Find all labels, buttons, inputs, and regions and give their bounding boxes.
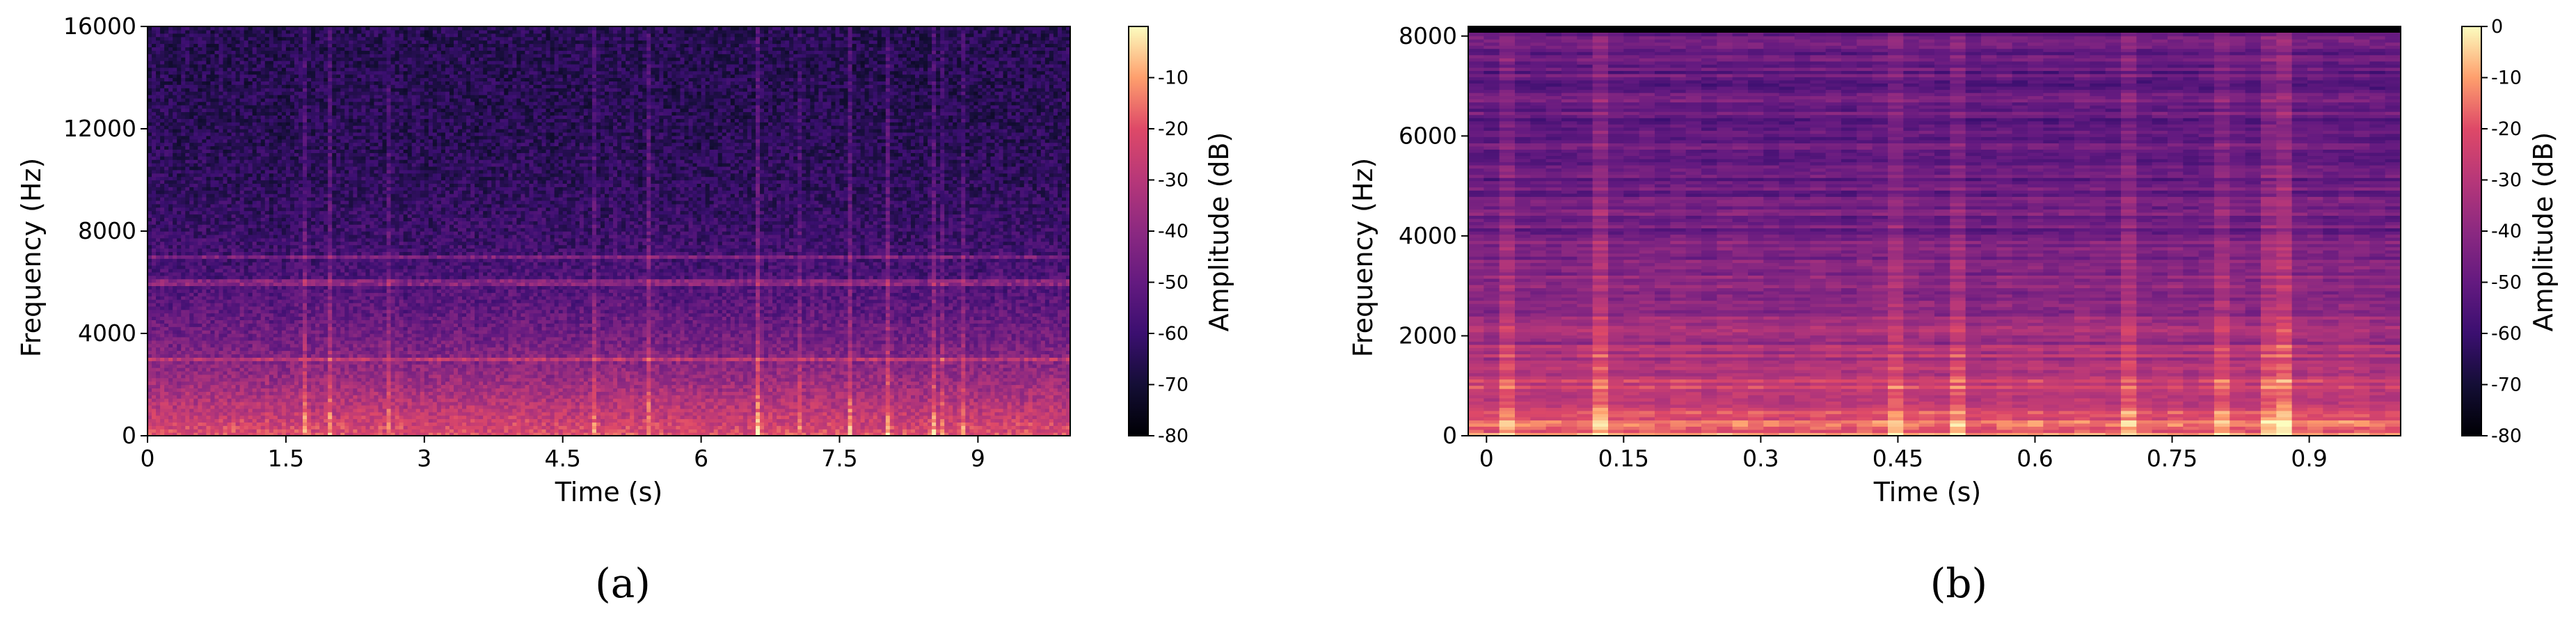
colorbar-b-label: Amplitude (dB) <box>2528 132 2559 332</box>
x-tick-label: 0.9 <box>2291 445 2327 472</box>
panel-caption-a: (a) <box>595 560 651 607</box>
x-tick-label: 0.15 <box>1598 445 1649 472</box>
y-tick-label: 16000 <box>63 13 136 40</box>
colorbar-tick-label: 0 <box>2491 16 2503 38</box>
colorbar-a <box>1128 26 1149 436</box>
colorbar-tick-label: -30 <box>2491 170 2522 191</box>
x-tick-label: 7.5 <box>821 445 857 472</box>
colorbar-tick-label: -60 <box>2491 323 2522 345</box>
colorbar-tick-label: -80 <box>1158 425 1188 447</box>
panel-caption-b: (b) <box>1930 560 1987 607</box>
colorbar-gradient <box>2461 26 2482 436</box>
y-tick-label: 8000 <box>1399 22 1457 49</box>
spectrogram-panel-b: 0 2000 4000 6000 8000 0 0.15 0.3 0.45 0.6 0.75 0.9… <box>1348 16 2559 607</box>
spectrogram-a-x-axis-label: Time (s) <box>555 477 663 507</box>
colorbar-tick-label: -30 <box>1158 170 1188 191</box>
colorbar-tick-label: -20 <box>2491 118 2522 140</box>
spectrogram-a-x-ticks: 0 1.5 3 4.5 6 7.5 9 <box>141 436 985 472</box>
colorbar-tick-label: -40 <box>2491 221 2522 242</box>
colorbar-gradient <box>1128 26 1149 436</box>
spectrogram-a-y-axis-label: Frequency (Hz) <box>16 158 47 358</box>
y-tick-label: 4000 <box>1399 222 1457 249</box>
spectrogram-panel-a: 0 4000 8000 12000 16000 0 1.5 3 4.5 6 7.5 9 Freque… <box>16 13 1234 607</box>
x-tick-label: 0.3 <box>1742 445 1779 472</box>
x-tick-label: 0 <box>1479 445 1494 472</box>
x-tick-label: 4.5 <box>544 445 580 472</box>
spectrogram-a-image <box>147 26 1071 436</box>
colorbar-a-ticks: -10 -20 -30 -40 -50 -60 -70 -80 <box>1148 68 1188 447</box>
y-tick-label: 12000 <box>63 115 136 142</box>
spectrogram-b-y-ticks: 0 2000 4000 6000 8000 <box>1399 22 1468 449</box>
spectrogram-b-y-axis-label: Frequency (Hz) <box>1348 158 1378 358</box>
x-tick-label: 0 <box>141 445 155 472</box>
colorbar-tick-label: -10 <box>2491 68 2522 89</box>
y-tick-label: 4000 <box>78 320 136 347</box>
y-tick-label: 6000 <box>1399 122 1457 149</box>
colorbar-tick-label: -80 <box>2491 425 2522 447</box>
x-tick-label: 6 <box>694 445 708 472</box>
colorbar-tick-label: -60 <box>1158 323 1188 345</box>
colorbar-a-label: Amplitude (dB) <box>1204 132 1234 332</box>
spectrogram-a-y-ticks: 0 4000 8000 12000 16000 <box>63 13 148 449</box>
colorbar-b-ticks: 0 -10 -20 -30 -40 -50 -60 -70 -80 <box>2481 16 2522 447</box>
colorbar-tick-label: -40 <box>1158 221 1188 242</box>
y-tick-label: 0 <box>1442 422 1457 449</box>
y-tick-label: 8000 <box>78 217 136 244</box>
y-tick-label: 0 <box>122 422 136 449</box>
spectrogram-b-x-ticks: 0 0.15 0.3 0.45 0.6 0.75 0.9 <box>1479 436 2328 472</box>
colorbar-b <box>2461 26 2482 436</box>
colorbar-tick-label: -70 <box>1158 374 1188 396</box>
colorbar-tick-label: -10 <box>1158 68 1188 89</box>
colorbar-tick-label: -20 <box>1158 118 1188 140</box>
colorbar-tick-label: -70 <box>2491 374 2522 396</box>
x-tick-label: 0.45 <box>1873 445 1923 472</box>
spectrogram-b-image <box>1468 26 2401 436</box>
x-tick-label: 0.6 <box>2017 445 2053 472</box>
x-tick-label: 9 <box>971 445 985 472</box>
spectrogram-b-x-axis-label: Time (s) <box>1873 477 1982 507</box>
colorbar-tick-label: -50 <box>2491 272 2522 294</box>
y-tick-label: 2000 <box>1399 322 1457 349</box>
x-tick-label: 3 <box>417 445 431 472</box>
x-tick-label: 1.5 <box>268 445 304 472</box>
x-tick-label: 0.75 <box>2147 445 2197 472</box>
colorbar-tick-label: -50 <box>1158 272 1188 294</box>
